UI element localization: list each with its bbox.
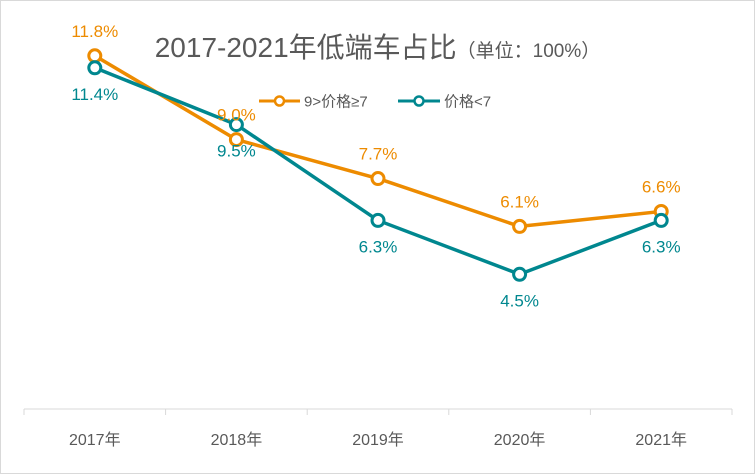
data-label: 9.0%: [217, 106, 256, 125]
data-point: [87, 48, 103, 64]
data-label: 6.3%: [642, 237, 681, 256]
data-label: 6.1%: [500, 192, 539, 211]
x-tick-label: 2021年: [635, 431, 687, 449]
x-tick-label: 2018年: [211, 431, 263, 449]
data-point: [228, 132, 244, 148]
data-label: 11.8%: [71, 22, 118, 41]
data-point: [87, 60, 103, 76]
legend-label: 9>价格≥7: [304, 94, 368, 111]
data-point: [512, 266, 528, 282]
x-tick-label: 2017年: [69, 431, 121, 449]
chart-title: 2017-2021年低端车占比（单位：100%）: [0, 26, 755, 66]
data-label: 11.4%: [71, 85, 118, 104]
legend-marker: [273, 95, 286, 107]
data-label: 4.5%: [500, 291, 539, 310]
chart-title-unit: （单位：100%）: [456, 41, 601, 62]
x-tick-label: 2019年: [352, 431, 404, 449]
data-label: 9.5%: [217, 142, 256, 161]
data-point: [228, 117, 244, 133]
x-tick-label: 2020年: [494, 431, 546, 449]
data-point: [370, 171, 386, 187]
legend-label: 价格<7: [444, 94, 491, 111]
data-label: 6.6%: [642, 177, 681, 196]
data-point: [653, 212, 669, 228]
legend-marker: [413, 95, 425, 107]
series-line: [93, 54, 663, 229]
data-point: [370, 212, 386, 228]
data-point: [512, 218, 528, 234]
data-label: 6.3%: [359, 237, 398, 256]
chart-title-main: 2017-2021年低端车占比: [154, 32, 457, 63]
data-label: 7.7%: [359, 145, 398, 164]
